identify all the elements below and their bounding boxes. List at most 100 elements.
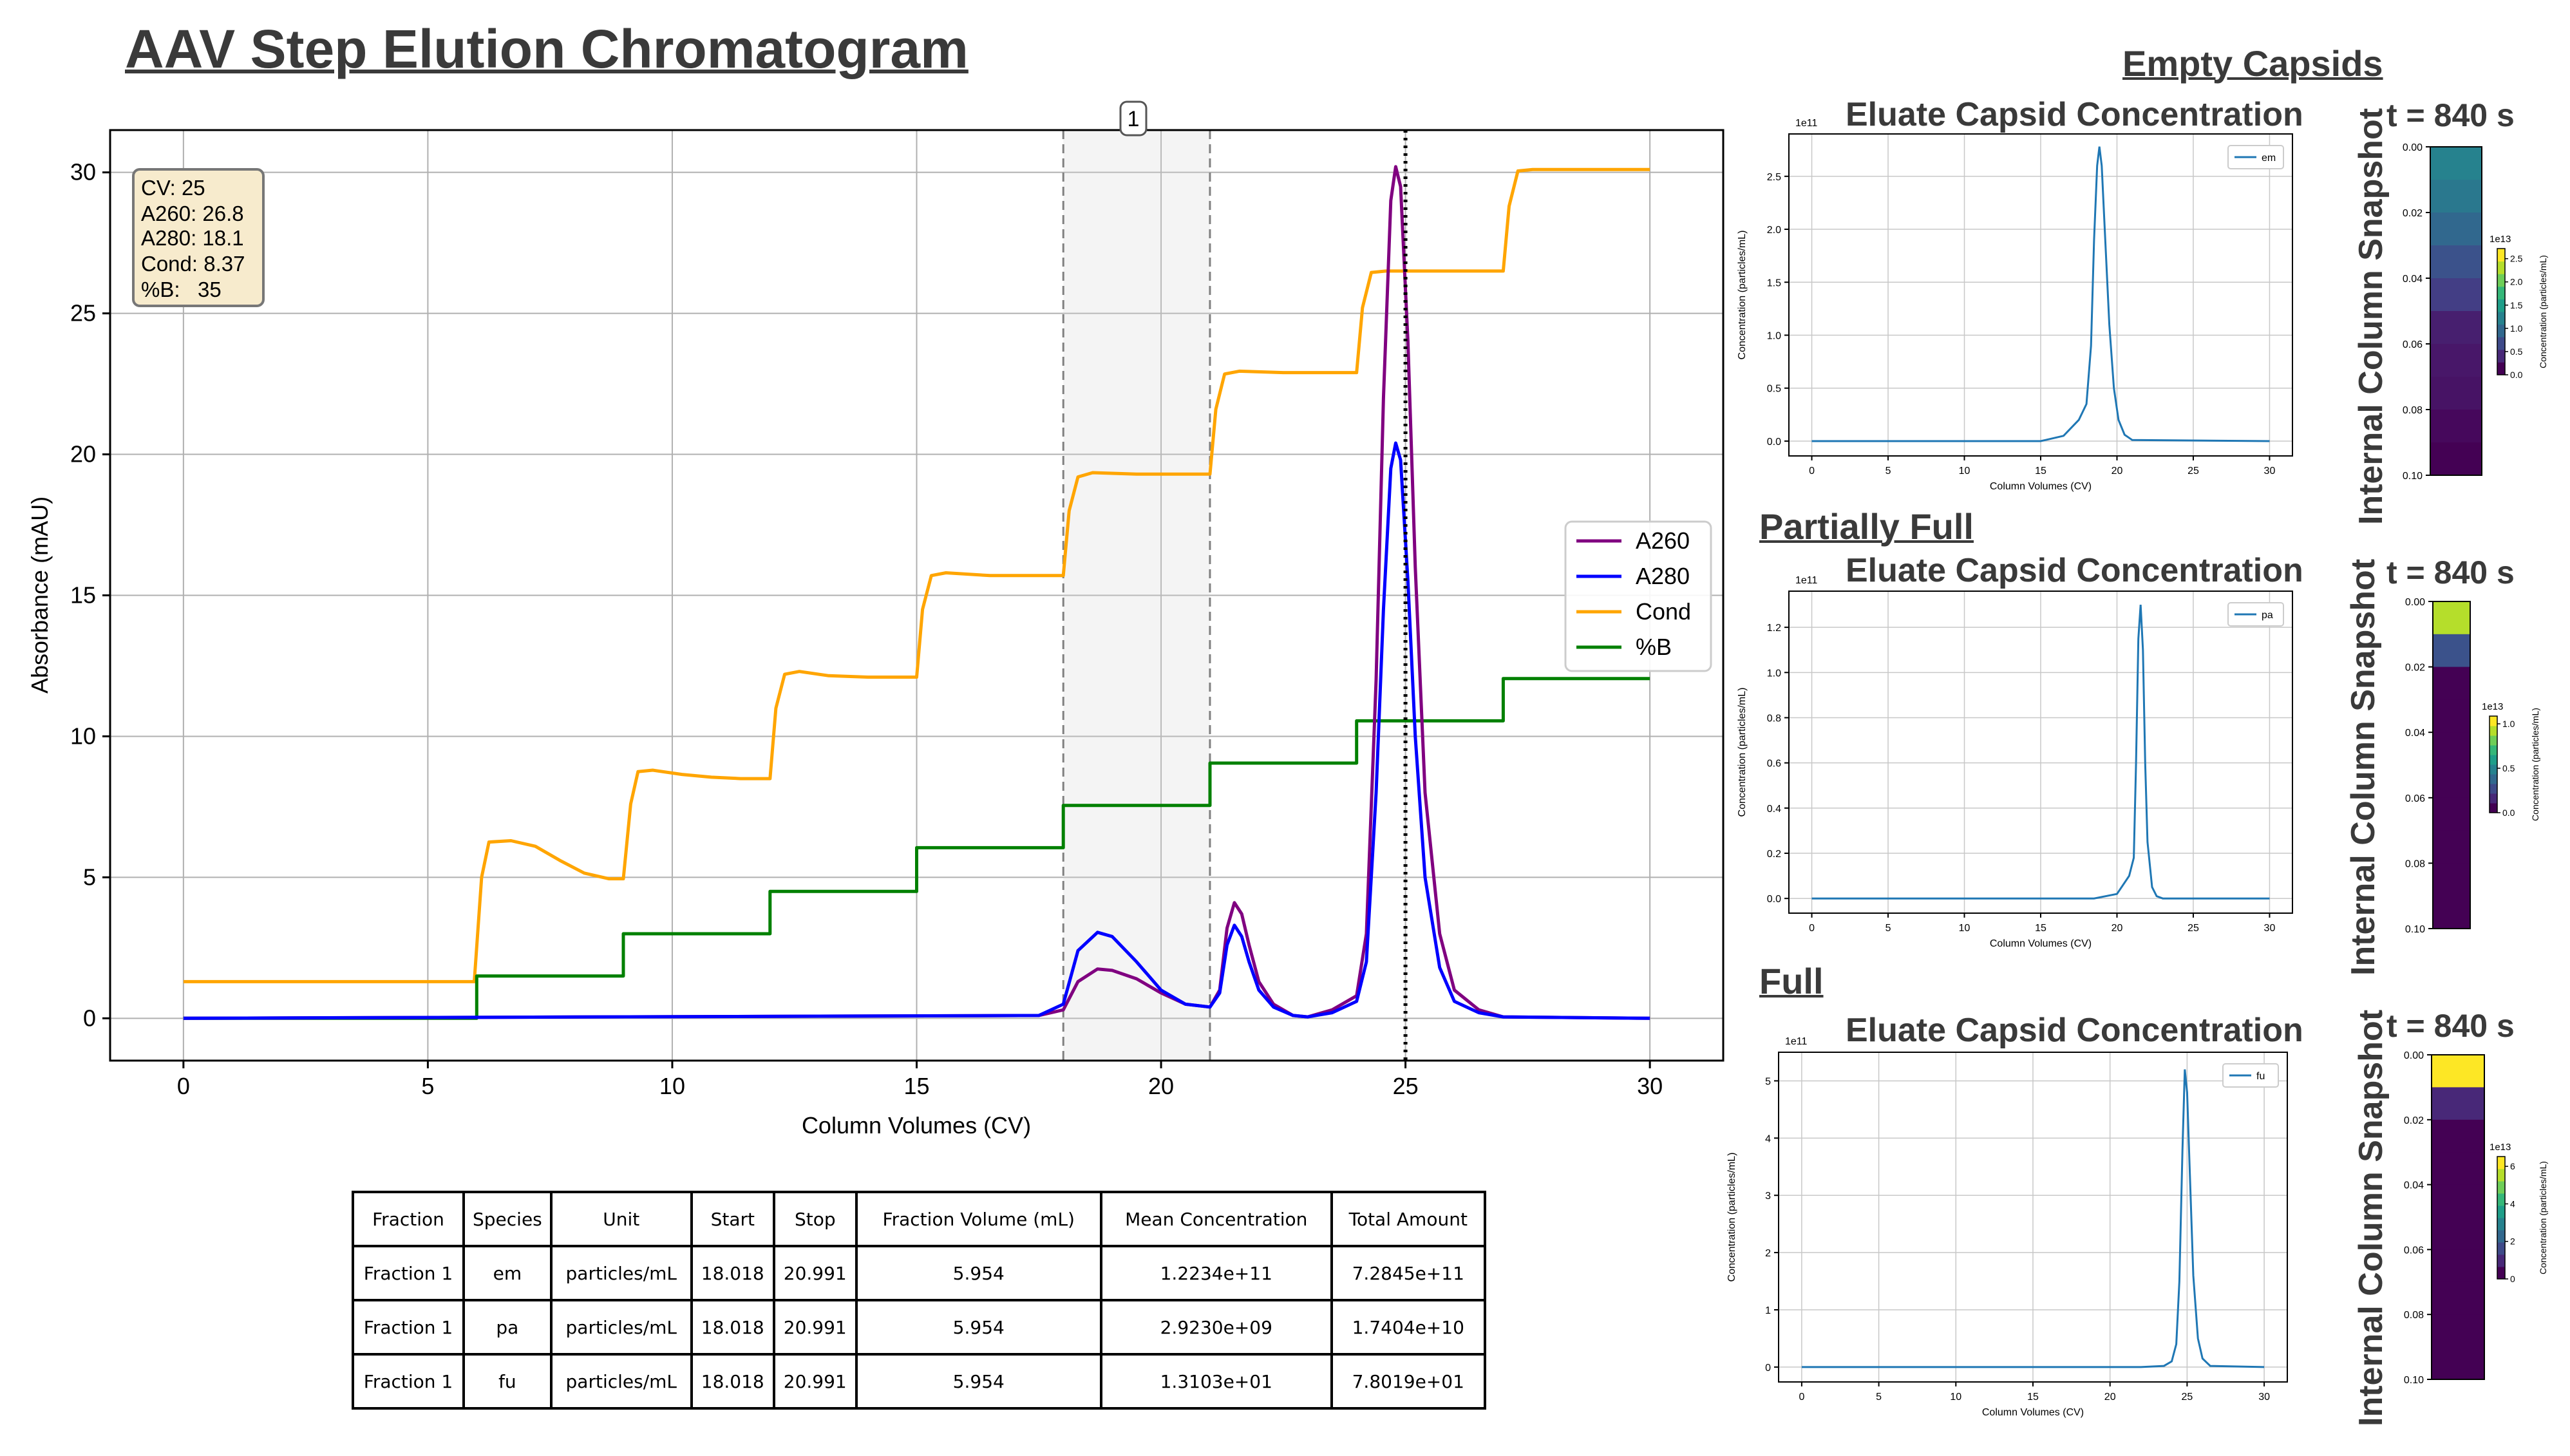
plot-frame [1778,1052,2288,1383]
fraction-table: Fraction Species Unit Start Stop Fractio… [352,1191,1486,1410]
xtick-label: 15 [2035,466,2046,477]
xtick-label: 0 [1809,923,1815,934]
readout-cond: Cond: 8.37 [141,252,245,276]
colorbar-tick-label: 0.0 [2502,808,2515,818]
heatmap-ytick-label: 0.10 [2404,1375,2424,1386]
ytick-label: 2.5 [1767,172,1781,183]
heatmap-cell [2432,1087,2484,1120]
eluate-line-fu [1801,1069,2265,1368]
main-ytick-label: 0 [83,1005,96,1031]
table-cell: 20.991 [772,1353,858,1410]
table-cell: em [462,1245,553,1301]
heatmap-frame [2431,1054,2485,1380]
heatmap-cell [2430,377,2482,410]
heatmap-cell [2430,278,2482,312]
heatmap-cell [2433,896,2470,929]
xtick-label: 10 [1959,466,1970,477]
main-ytick-label: 15 [70,582,96,609]
fraction-marker-badge [1119,100,1148,137]
colorbar-segment [2497,1218,2505,1231]
heatmap-cell [2432,1119,2484,1153]
colorbar-segment [2497,1267,2505,1280]
plot-frame [1788,133,2293,457]
colorbar-segment [2490,755,2497,765]
xtick-label: 25 [2187,923,2199,934]
th-total: Total Amount [1330,1191,1486,1247]
heatmap-ytick-label: 0.00 [2403,142,2423,153]
heatmap-ytick-label: 0.08 [2404,1310,2424,1321]
colorbar-segment [2497,1169,2505,1182]
ytick-label: 0.6 [1767,759,1781,770]
table-row: Fraction 1 em particles/mL 18.018 20.991 5.… [352,1245,1486,1301]
eluate-title-empty: Eluate Capsid Concentration [1846,96,2303,133]
column-snapshot-heatmap: 0.00 0.02 0.04 0.06 0.08 0.10 1e13 0.0 0.5 1.0 1.5… [2403,142,2548,482]
heatmap-ytick-label: 0.00 [2405,597,2425,608]
table-cell: 18.018 [690,1353,775,1410]
table-cell: 20.991 [772,1299,858,1356]
xtick-label: 20 [2112,923,2123,934]
fraction-marker-label[interactable]: 1 [1128,107,1140,131]
colorbar-frame [2497,1156,2506,1280]
table-cell: 7.8019e+01 [1330,1353,1486,1410]
main-xtick-label: 25 [1393,1073,1419,1099]
colorbar-segment [2497,1230,2505,1243]
th-start: Start [690,1191,775,1247]
main-xtick-label: 10 [659,1073,685,1099]
section-full: Full [1759,961,1824,1001]
heatmap-frame [2430,146,2482,476]
heatmap-cell [2432,1217,2484,1250]
heatmap-ytick-label: 0.10 [2403,471,2423,482]
eluate-title-full: Eluate Capsid Concentration [1846,1012,2303,1049]
heatmap-ytick-label: 0.02 [2403,208,2423,219]
colorbar-segment [2497,337,2505,350]
heatmap-ytick-label: 0.10 [2405,924,2425,935]
colorbar-tick-label: 2.5 [2510,254,2523,264]
colorbar-segment [2490,745,2497,755]
colorbar-segment [2497,1254,2505,1267]
table-cell: 18.018 [690,1299,775,1356]
section-empty-capsids: Empty Capsids [2122,43,2383,84]
series-line-a280 [183,441,1650,1020]
colorbar-label: Concentration (particles/mL) [2530,708,2540,821]
ytick-label: 0.0 [1767,437,1781,448]
main-xtick-label: 15 [903,1073,929,1099]
heatmap-cell [2433,863,2470,896]
column-snapshot-heatmap: 0.00 0.02 0.04 0.06 0.08 0.10 1e13 0 2 4 6 Concentr… [2404,1050,2548,1386]
xlabel: Column Volumes (CV) [1990,481,2092,492]
legend-label: A260 [1636,527,1690,554]
colorbar-multiplier: 1e13 [2482,701,2503,712]
table-cell: 18.018 [690,1245,775,1301]
heatmap-cell [2430,311,2482,345]
colorbar-multiplier: 1e13 [2490,1142,2511,1153]
xtick-label: 30 [2258,1392,2270,1403]
table-cell: 20.991 [772,1245,858,1301]
ytick-label: 1 [1765,1305,1771,1316]
xtick-label: 15 [2027,1392,2039,1403]
colorbar-tick-label: 6 [2510,1161,2515,1171]
xtick-label: 10 [1959,923,1970,934]
colorbar-label: Concentration (particles/mL) [2538,1161,2548,1274]
heatmap-cell [2432,1055,2484,1088]
readout-cv: CV: 25 [141,176,205,200]
eluate-chart-pa: 0 5 10 15 20 25 30 0.0 0.2 0.4 0.6 0.8 1.0 1.2 1e11 Col… [1737,575,2293,949]
colorbar-segment [2497,1157,2505,1169]
ytick-label: 4 [1765,1133,1771,1144]
ytick-label: 2 [1765,1248,1771,1259]
colorbar-segment [2490,803,2497,813]
main-ylabel: Absorbance (mAU) [26,496,53,694]
colorbar-tick-label: 0 [2510,1274,2515,1284]
column-snapshot-heatmap: 0.00 0.02 0.04 0.06 0.08 0.10 1e13 0.0 0.5 1.0 Con… [2405,597,2540,935]
xtick-label: 0 [1809,466,1815,477]
ylabel: Concentration (particles/mL) [1737,688,1748,817]
colorbar-frame [2497,248,2506,375]
series-line-pctb [183,677,1650,1020]
series-line-cond [183,167,1650,983]
table-cell: Fraction 1 [352,1299,465,1356]
xtick-label: 5 [1885,466,1891,477]
xtick-label: 5 [1885,923,1891,934]
snapshot-time-partial: t = 840 s [2386,554,2515,591]
heatmap-cell [2430,147,2482,180]
table-row: Fraction 1 pa particles/mL 18.018 20.991 5.… [352,1299,1486,1356]
eluate-line-pa [1811,605,2270,900]
